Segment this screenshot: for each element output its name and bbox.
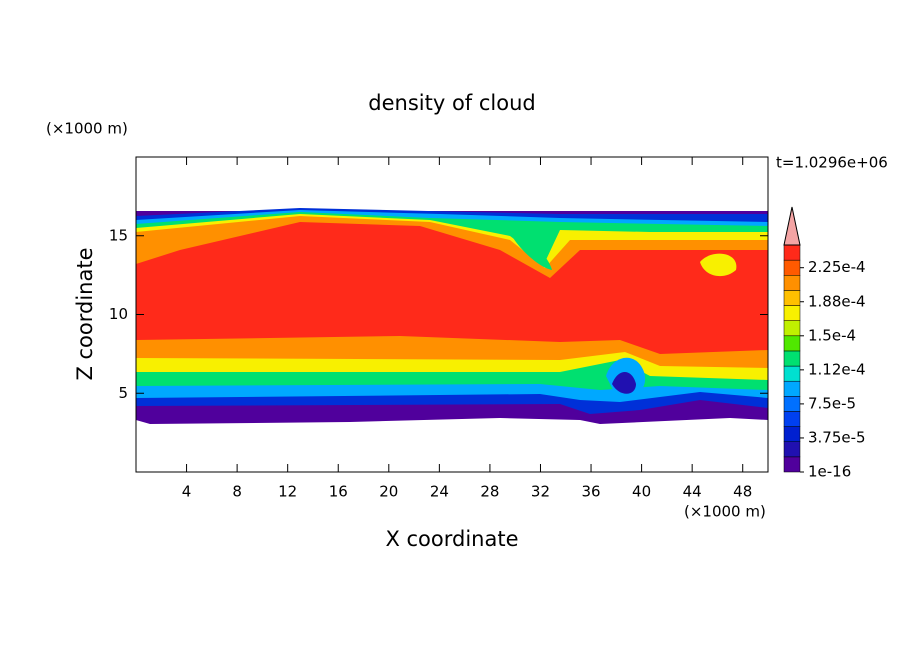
x-unit: (×1000 m) <box>684 503 766 521</box>
colorbar-tick-label: 1e-16 <box>808 463 851 481</box>
x-tick-label: 24 <box>430 483 449 501</box>
colorbar-box <box>783 305 801 321</box>
colorbar-box <box>783 275 801 291</box>
y-unit: (×1000 m) <box>46 120 128 138</box>
x-tick-label: 32 <box>531 483 550 501</box>
colorbar-box <box>783 244 801 261</box>
x-tick-label: 40 <box>632 483 651 501</box>
y-tick-label: 5 <box>118 384 128 402</box>
colorbar-tick-label: 2.25e-4 <box>808 258 866 276</box>
x-tick-label: 36 <box>581 483 600 501</box>
x-tick-label: 20 <box>379 483 398 501</box>
colorbar-box <box>783 426 801 442</box>
time-label: t=1.0296e+06 <box>776 154 888 172</box>
x-axis-label: X coordinate <box>385 527 518 551</box>
x-tick-label: 48 <box>733 483 752 501</box>
y-tick-label: 10 <box>109 305 128 323</box>
y-axis-label: Z coordinate <box>73 247 97 380</box>
x-tick-label: 44 <box>683 483 702 501</box>
x-tick-label: 8 <box>232 483 242 501</box>
chart-title: density of cloud <box>368 91 535 115</box>
colorbar-box <box>783 380 801 397</box>
colorbar-tick-label: 7.5e-5 <box>808 394 856 412</box>
colorbar-box <box>783 441 801 458</box>
colorbar-box <box>783 350 801 367</box>
y-tick-label: 15 <box>109 226 128 244</box>
colorbar-box <box>783 456 801 473</box>
x-tick-label: 28 <box>480 483 499 501</box>
colorbar-box <box>783 320 801 337</box>
colorbar-tick-label: 1.5e-4 <box>808 326 856 344</box>
colorbar-box <box>783 259 801 276</box>
colorbar-tick-label: 3.75e-5 <box>808 428 866 446</box>
colorbar-box <box>783 411 801 427</box>
x-tick-label: 12 <box>278 483 297 501</box>
colorbar-box <box>783 290 801 306</box>
x-tick-label: 16 <box>329 483 348 501</box>
colorbar-tick-label: 1.12e-4 <box>808 360 866 378</box>
colorbar-box <box>783 335 801 352</box>
colorbar-tick-label: 1.88e-4 <box>808 292 866 310</box>
x-tick-label: 4 <box>182 483 192 501</box>
cloud-field <box>136 208 768 424</box>
colorbar-box <box>783 396 801 412</box>
colorbar-box <box>783 365 801 382</box>
colorbar-extend <box>783 206 801 246</box>
